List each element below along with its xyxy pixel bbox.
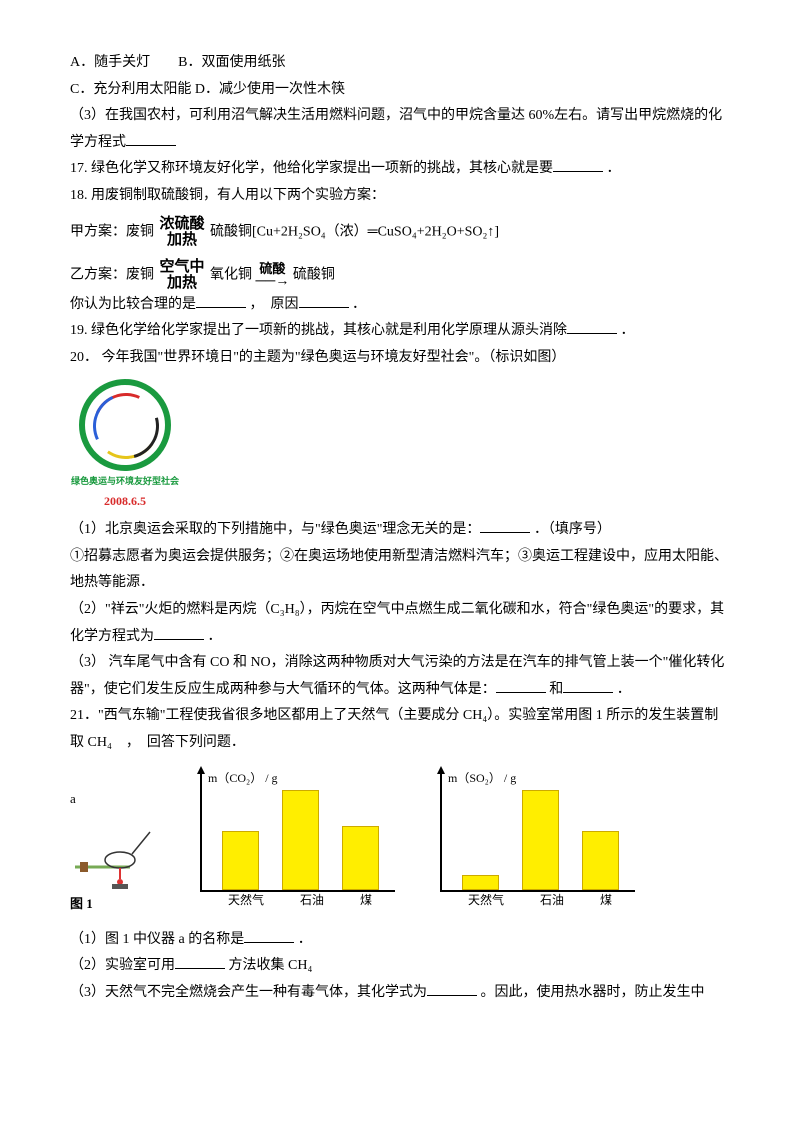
q19: 19. 绿色化学给化学家提出了一项新的挑战，其核心就是利用化学原理从源头消除 ． bbox=[70, 318, 730, 345]
xlabels: 天然气 石油 煤 bbox=[450, 889, 630, 912]
logo: 绿色奥运与环境友好型社会 2008.6.5 bbox=[70, 379, 180, 513]
q17: 17. 绿色化学又称环境友好化学，他给化学家提出一项新的挑战，其核心就是要 ． bbox=[70, 156, 730, 183]
chart-co2: m（CO₂） / g 天然气石油煤 bbox=[170, 767, 400, 917]
fig1-caption: 图 1 bbox=[70, 892, 160, 917]
chart-so2: m（SO₂） / g 天然气石油煤 bbox=[410, 767, 640, 917]
options-ab: A．随手关灯 B．双面使用纸张 bbox=[70, 50, 730, 77]
xlabel: 天然气 bbox=[468, 889, 504, 912]
q21-3: （3）天然气不完全燃烧会产生一种有毒气体，其化学式为 。因此，使用热水器时，防止… bbox=[70, 980, 730, 1007]
blank bbox=[196, 293, 246, 308]
label-a: a bbox=[70, 787, 160, 812]
blank bbox=[567, 319, 617, 334]
bars bbox=[210, 787, 390, 890]
page: A．随手关灯 B．双面使用纸张 C．充分利用太阳能 D．减少使用一次性木筷 （3… bbox=[0, 0, 800, 1026]
bar bbox=[282, 790, 319, 890]
q3: （3）在我国农村，可利用沼气解决生活用燃料问题，沼气中的甲烷含量达 60%左右。… bbox=[70, 103, 730, 156]
arrow-icon: 硫酸 ──→ bbox=[256, 262, 290, 289]
logo-caption-2: 2008.6.5 bbox=[70, 490, 180, 513]
xlabel: 煤 bbox=[600, 889, 612, 912]
y-axis-icon bbox=[440, 772, 442, 892]
blank bbox=[175, 954, 225, 969]
q20-3: （3） 汽车尾气中含有 CO 和 NO，消除这两种物质对大气污染的方法是在汽车的… bbox=[70, 650, 730, 703]
figure-row: a 图 1 m（CO₂） / g 天然气石油煤 m（SO₂） / g bbox=[70, 767, 730, 917]
apparatus-figure: a 图 1 bbox=[70, 787, 160, 916]
logo-icon bbox=[79, 379, 171, 471]
bar bbox=[462, 875, 499, 889]
q18-ask: 你认为比较合理的是 ， 原因 ． bbox=[70, 292, 730, 319]
bar bbox=[582, 831, 619, 890]
xlabel: 煤 bbox=[360, 889, 372, 912]
apparatus-icon bbox=[70, 812, 160, 892]
bar bbox=[342, 826, 379, 890]
opt-b: B．双面使用纸张 bbox=[178, 55, 285, 70]
opt-cd: C．充分利用太阳能 D．减少使用一次性木筷 bbox=[70, 77, 730, 104]
opt-a: A．随手关灯 bbox=[70, 55, 150, 70]
xlabels: 天然气 石油 煤 bbox=[210, 889, 390, 912]
q21-2: （2）实验室可用 方法收集 CH₄ bbox=[70, 953, 730, 980]
plan-a: 甲方案：废铜 浓硫酸 加热 硫酸铜[Cu+2H₂SO₄（浓）═CuSO₄+2H₂… bbox=[70, 216, 730, 249]
xlabel: 天然气 bbox=[228, 889, 264, 912]
blank bbox=[427, 981, 477, 996]
q21-1: （1）图 1 中仪器 a 的名称是 ． bbox=[70, 927, 730, 954]
xlabel: 石油 bbox=[300, 889, 324, 912]
blank bbox=[480, 518, 530, 533]
logo-caption-1: 绿色奥运与环境友好型社会 bbox=[70, 473, 180, 490]
blank bbox=[126, 131, 176, 146]
blank bbox=[154, 625, 204, 640]
q20-1: （1）北京奥运会采取的下列措施中，与"绿色奥运"理念无关的是： ．（填序号） bbox=[70, 517, 730, 544]
q21: 21．"西气东输"工程使我省很多地区都用上了天然气（主要成分 CH₄）。实验室常… bbox=[70, 703, 730, 756]
bar bbox=[522, 790, 559, 890]
plan-b: 乙方案：废铜 空气中 加热 氧化铜 硫酸 ──→ 硫酸铜 bbox=[70, 259, 730, 292]
reaction-condition-icon: 空气中 加热 bbox=[160, 259, 205, 292]
reaction-condition-icon: 浓硫酸 加热 bbox=[160, 216, 205, 249]
y-axis-icon bbox=[200, 772, 202, 892]
q20-1-opts: ①招募志愿者为奥运会提供服务；②在奥运场地使用新型清洁燃料汽车；③奥运工程建设中… bbox=[70, 544, 730, 597]
blank bbox=[563, 678, 613, 693]
q20: 20． 今年我国"世界环境日"的主题为"绿色奥运与环境友好型社会"。（标识如图） bbox=[70, 345, 730, 372]
q20-2: （2）"祥云"火炬的燃料是丙烷（C₃H₈），丙烷在空气中点燃生成二氧化碳和水，符… bbox=[70, 597, 730, 650]
bar bbox=[222, 831, 259, 890]
bars bbox=[450, 787, 630, 890]
blank bbox=[299, 293, 349, 308]
xlabel: 石油 bbox=[540, 889, 564, 912]
q18: 18. 用废铜制取硫酸铜，有人用以下两个实验方案： bbox=[70, 183, 730, 210]
blank bbox=[496, 678, 546, 693]
blank bbox=[553, 157, 603, 172]
blank bbox=[244, 928, 294, 943]
